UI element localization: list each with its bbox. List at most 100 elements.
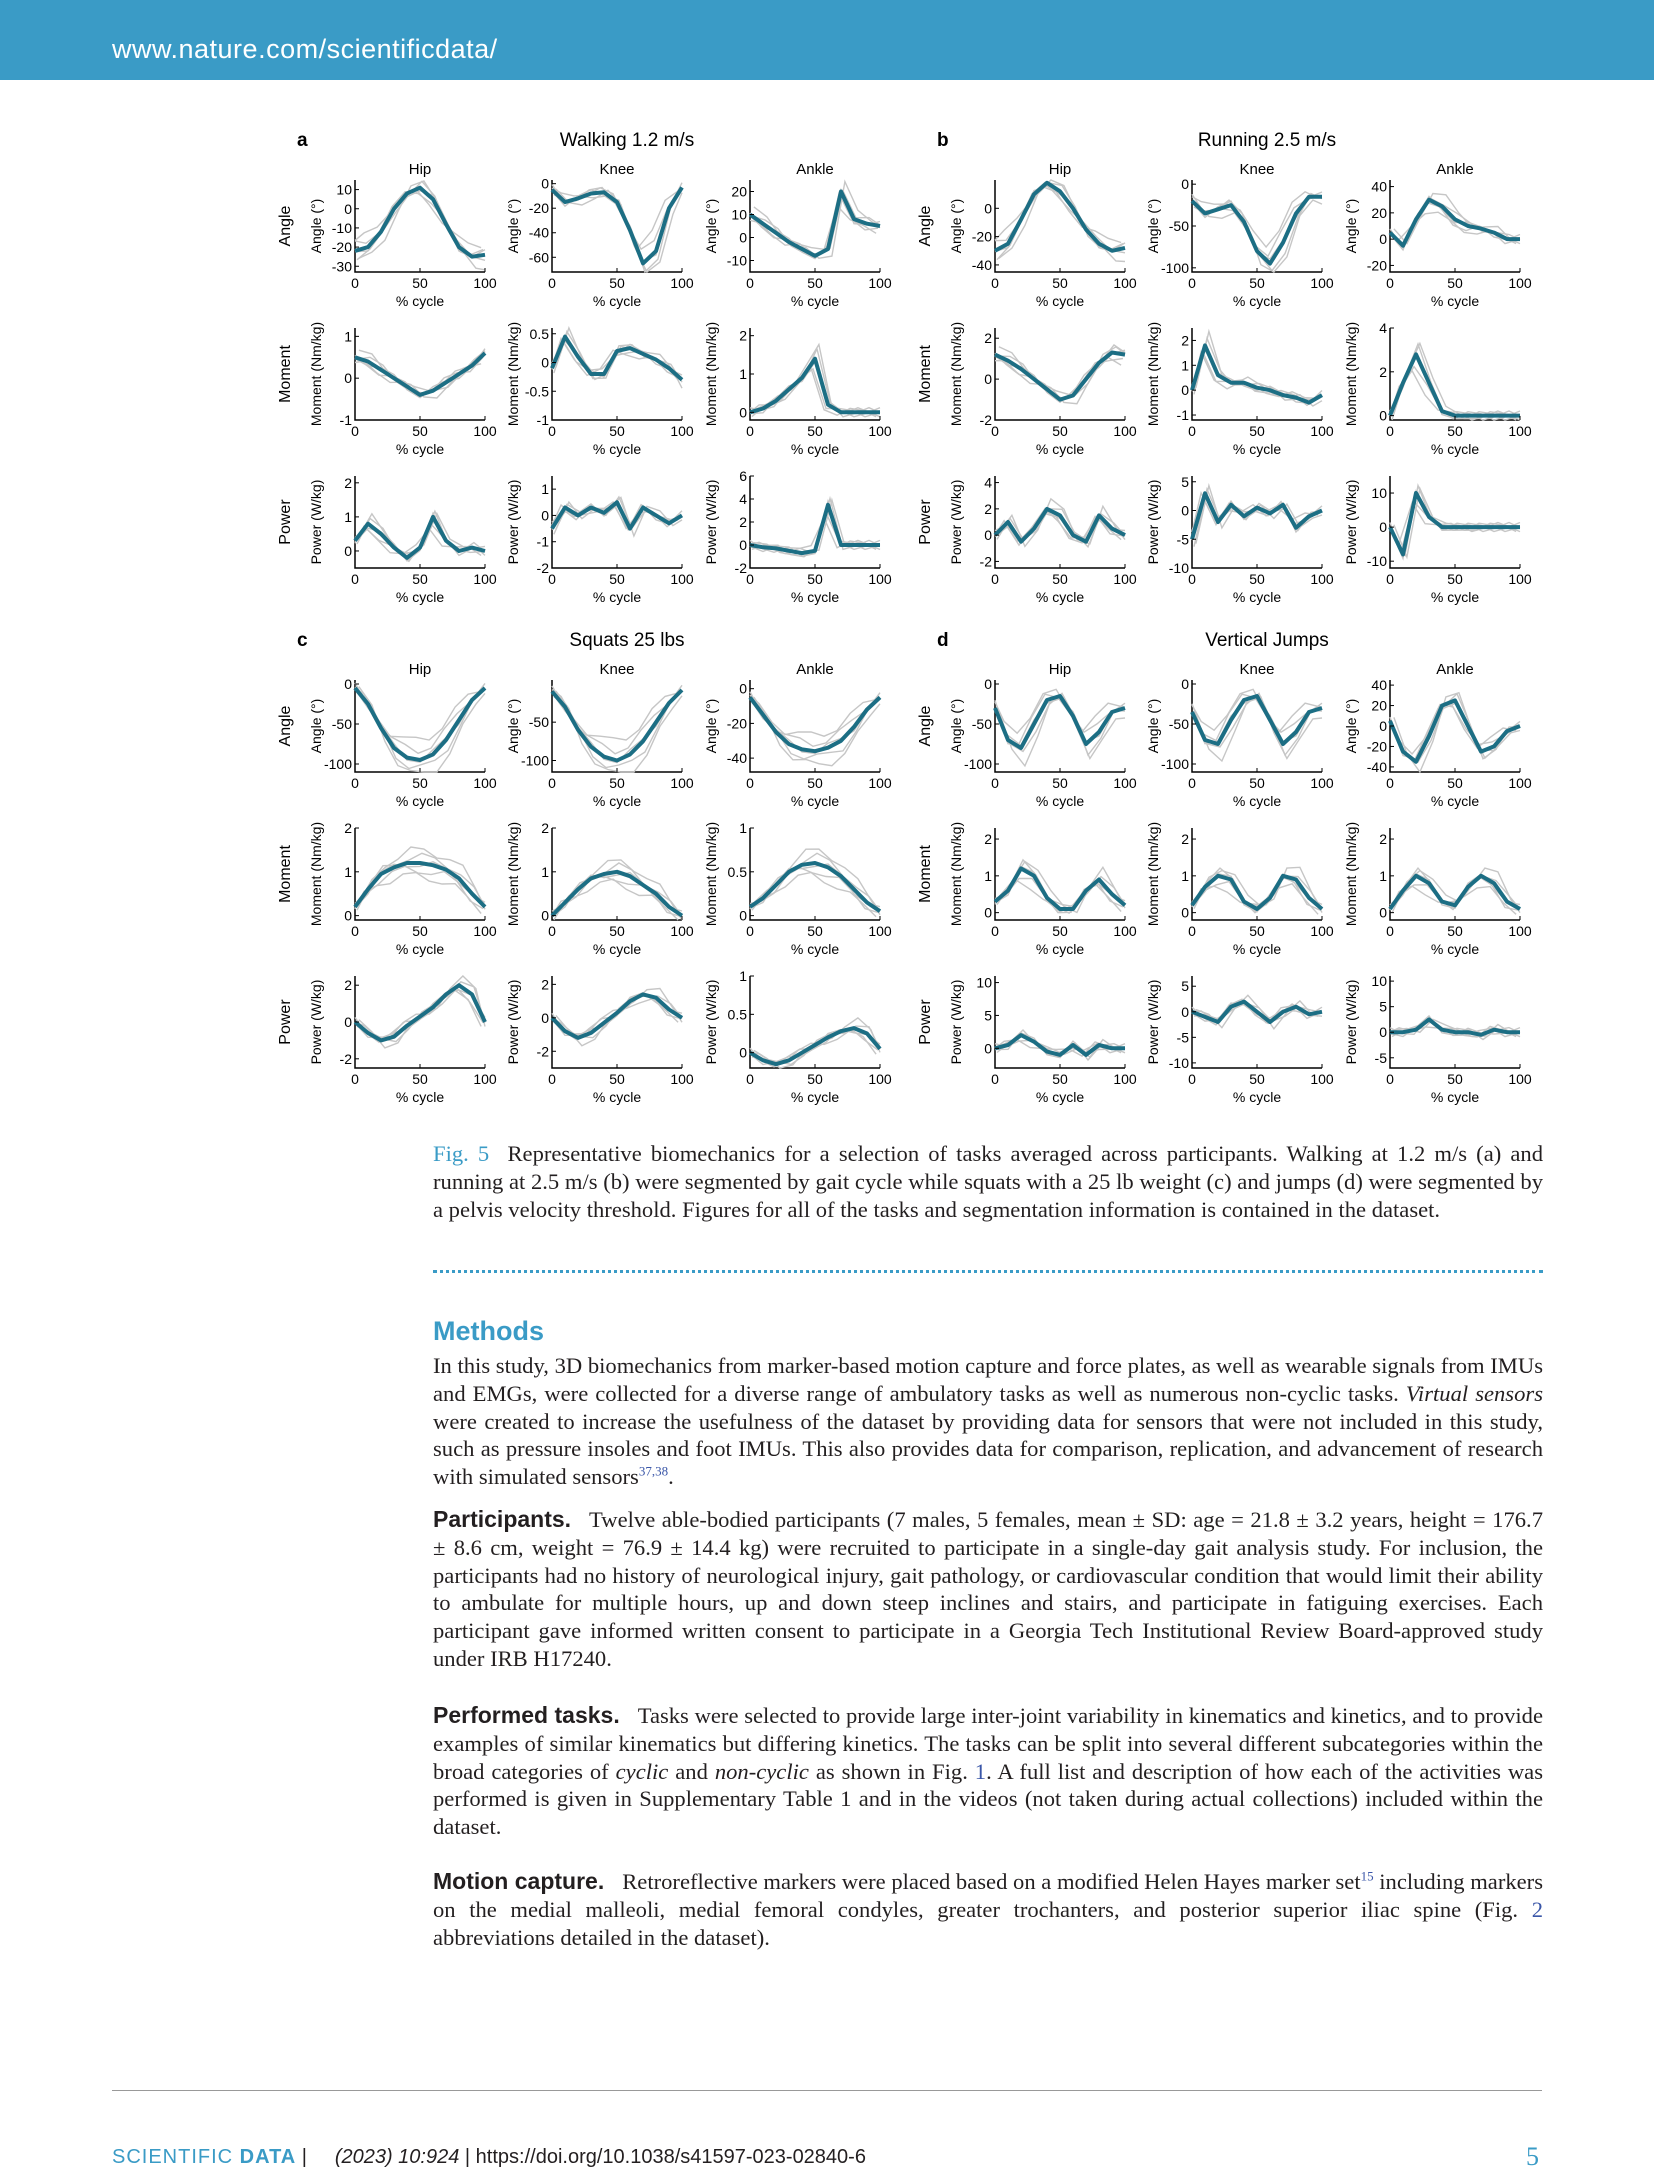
- y-axis-label-d-angle-hip: Angle (°): [948, 699, 964, 754]
- y-tick-label-c-power-hip: 0: [344, 1014, 352, 1030]
- y-tick-label-b-angle-knee: 0: [1181, 176, 1189, 192]
- citation-37-38[interactable]: 37,38: [638, 1463, 669, 1479]
- mean-line-a-power-hip: [353, 514, 486, 560]
- y-tick-label-a-moment-hip: 0: [344, 370, 352, 386]
- methods-text-2: were created to increase the usefulness …: [433, 1408, 1543, 1490]
- y-tick-label-c-moment-knee: 0: [541, 908, 549, 924]
- y-tick-label-b-angle-hip: -40: [972, 257, 992, 273]
- y-tick-label-d-angle-knee: -100: [1161, 756, 1189, 772]
- x-tick-label-d-moment-knee: 100: [1310, 923, 1334, 939]
- panel-letter-c: c: [297, 630, 308, 651]
- joint-title-c-hip: Hip: [409, 661, 432, 678]
- y-tick-label-a-power-knee: -2: [537, 560, 550, 576]
- y-tick-label-b-moment-knee: 2: [1181, 332, 1189, 348]
- x-axis-label-c-power-ankle: % cycle: [791, 1089, 839, 1105]
- trial-line-c-angle-knee-4: [553, 690, 683, 769]
- trial-line-c-moment-ankle-5: [753, 848, 881, 916]
- trial-line-b-power-hip-5: [998, 497, 1126, 548]
- y-tick-label-c-moment-knee: 1: [541, 864, 549, 880]
- tasks-italic-cyclic: cyclic: [615, 1758, 669, 1784]
- x-axis-label-b-moment-hip: % cycle: [1036, 441, 1084, 457]
- y-tick-label-c-moment-hip: 1: [344, 864, 352, 880]
- y-tick-label-d-power-ankle: 0: [1379, 1024, 1387, 1040]
- trial-line-c-angle-hip-3: [354, 682, 486, 763]
- y-axis-label-a-angle-ankle: Angle (°): [703, 199, 719, 254]
- x-axis-label-b-power-ankle: % cycle: [1431, 589, 1479, 605]
- x-axis-label-d-moment-ankle: % cycle: [1431, 941, 1479, 957]
- footer-journal-name: SCIENTIFIC DATA: [112, 2146, 297, 2168]
- trial-line-b-angle-ankle-5: [1393, 192, 1521, 245]
- mocap-text-1: Retroreflective markers were placed base…: [622, 1869, 1361, 1894]
- x-axis-label-c-moment-ankle: % cycle: [791, 941, 839, 957]
- row-label-power: Power: [917, 499, 934, 545]
- trial-line-a-angle-knee-1: [551, 187, 679, 248]
- x-tick-label-c-moment-hip: 100: [473, 923, 497, 939]
- trial-line-b-angle-hip-5: [998, 179, 1126, 263]
- y-tick-label-a-power-knee: -1: [537, 534, 550, 550]
- journal-url[interactable]: www.nature.com/scientificdata/: [112, 34, 498, 64]
- x-tick-label-d-angle-ankle: 100: [1508, 775, 1532, 791]
- y-tick-label-c-power-ankle: 1: [739, 968, 747, 984]
- trial-line-a-power-hip-5: [358, 511, 486, 557]
- fig-1-link[interactable]: 1: [974, 1758, 987, 1784]
- x-axis-label-c-moment-hip: % cycle: [396, 941, 444, 957]
- x-axis-label-a-moment-knee: % cycle: [593, 441, 641, 457]
- y-tick-label-c-moment-ankle: 1: [739, 820, 747, 836]
- y-tick-label-d-power-hip: 5: [984, 1007, 992, 1023]
- axes-c-power-knee: [551, 976, 682, 1069]
- y-tick-label-a-power-ankle: 4: [739, 491, 747, 507]
- x-axis-label-c-angle-ankle: % cycle: [791, 793, 839, 809]
- x-tick-label-c-moment-ankle: 50: [807, 923, 823, 939]
- mean-line-a-angle-hip: [354, 185, 486, 259]
- y-tick-label-c-power-hip: 2: [344, 977, 352, 993]
- figure-5: a Walking 1.2 m/s Angle Moment Power b Running…: [277, 130, 1532, 1105]
- y-tick-label-c-angle-ankle: -40: [727, 750, 747, 766]
- y-axis-label-b-moment-ankle: Moment (Nm/kg): [1343, 322, 1359, 426]
- mean-line-c-moment-hip: [353, 861, 487, 909]
- footer-doi[interactable]: | https://doi.org/10.1038/s41597-023-028…: [459, 2146, 866, 2168]
- y-axis-label-c-power-ankle: Power (W/kg): [703, 980, 719, 1065]
- trial-line-d-angle-ankle-2: [1389, 703, 1519, 763]
- y-tick-label-b-moment-hip: -2: [980, 412, 993, 428]
- y-tick-label-d-power-hip: 0: [984, 1040, 992, 1056]
- x-tick-label-d-moment-ankle: 0: [1386, 923, 1394, 939]
- y-tick-label-a-moment-knee: 0: [541, 355, 549, 371]
- mean-line-d-power-hip: [994, 1033, 1125, 1057]
- y-tick-label-b-power-knee: 0: [1181, 503, 1189, 519]
- trial-line-a-angle-knee-5: [555, 188, 683, 274]
- joint-title-a-knee: Knee: [599, 161, 634, 178]
- x-axis-label-a-angle-hip: % cycle: [396, 293, 444, 309]
- citation-15[interactable]: 15: [1360, 1868, 1374, 1884]
- axes-c-power-ankle: [749, 976, 880, 1069]
- footer-rule: [112, 2090, 1542, 2091]
- y-axis-label-c-moment-knee: Moment (Nm/kg): [505, 822, 521, 926]
- x-tick-label-b-power-hip: 100: [1113, 571, 1137, 587]
- x-tick-label-b-moment-ankle: 100: [1508, 423, 1532, 439]
- x-axis-label-a-moment-hip: % cycle: [396, 441, 444, 457]
- y-tick-label-b-power-knee: -10: [1169, 560, 1189, 576]
- tasks-text-3: as shown in Fig.: [808, 1758, 975, 1784]
- mean-line-a-power-knee: [550, 500, 684, 531]
- trial-line-b-angle-hip-3: [994, 185, 1126, 253]
- y-tick-label-a-angle-ankle: 0: [739, 230, 747, 246]
- trial-line-b-angle-ankle-3: [1389, 195, 1521, 252]
- x-tick-label-d-angle-ankle: 50: [1447, 775, 1463, 791]
- y-tick-label-b-angle-ankle: 20: [1371, 205, 1387, 221]
- y-axis-label-b-angle-knee: Angle (°): [1145, 199, 1161, 254]
- participants-paragraph: Participants. Twelve able-bodied particip…: [433, 1506, 1543, 1673]
- x-tick-label-d-power-knee: 0: [1188, 1071, 1196, 1087]
- x-tick-label-a-power-hip: 50: [412, 571, 428, 587]
- trial-line-c-power-hip-4: [356, 980, 486, 1043]
- footer-separator: |: [296, 2146, 308, 2168]
- y-axis-label-c-angle-knee: Angle (°): [505, 699, 521, 754]
- y-tick-label-b-angle-knee: -100: [1161, 260, 1189, 276]
- x-tick-label-d-angle-ankle: 0: [1386, 775, 1394, 791]
- x-tick-label-c-angle-knee: 0: [548, 775, 556, 791]
- trial-line-a-angle-ankle-2: [749, 191, 879, 258]
- x-axis-label-b-power-knee: % cycle: [1233, 589, 1281, 605]
- fig-2-link[interactable]: 2: [1531, 1896, 1543, 1922]
- row-label-angle: Angle: [277, 205, 294, 246]
- x-axis-label-b-angle-hip: % cycle: [1036, 293, 1084, 309]
- mean-line-c-angle-hip: [353, 686, 487, 762]
- y-tick-label-d-power-ankle: 5: [1379, 999, 1387, 1015]
